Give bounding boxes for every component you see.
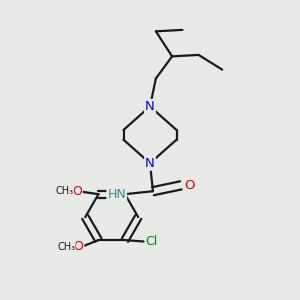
Text: CH₃: CH₃ [56, 186, 74, 196]
Text: O: O [72, 185, 82, 198]
Text: N: N [145, 100, 155, 113]
Text: HN: HN [107, 188, 126, 201]
Text: O: O [184, 179, 194, 192]
Text: CH₃: CH₃ [57, 242, 75, 251]
Text: N: N [145, 157, 155, 170]
Text: O: O [74, 240, 83, 253]
Text: Cl: Cl [145, 235, 158, 248]
